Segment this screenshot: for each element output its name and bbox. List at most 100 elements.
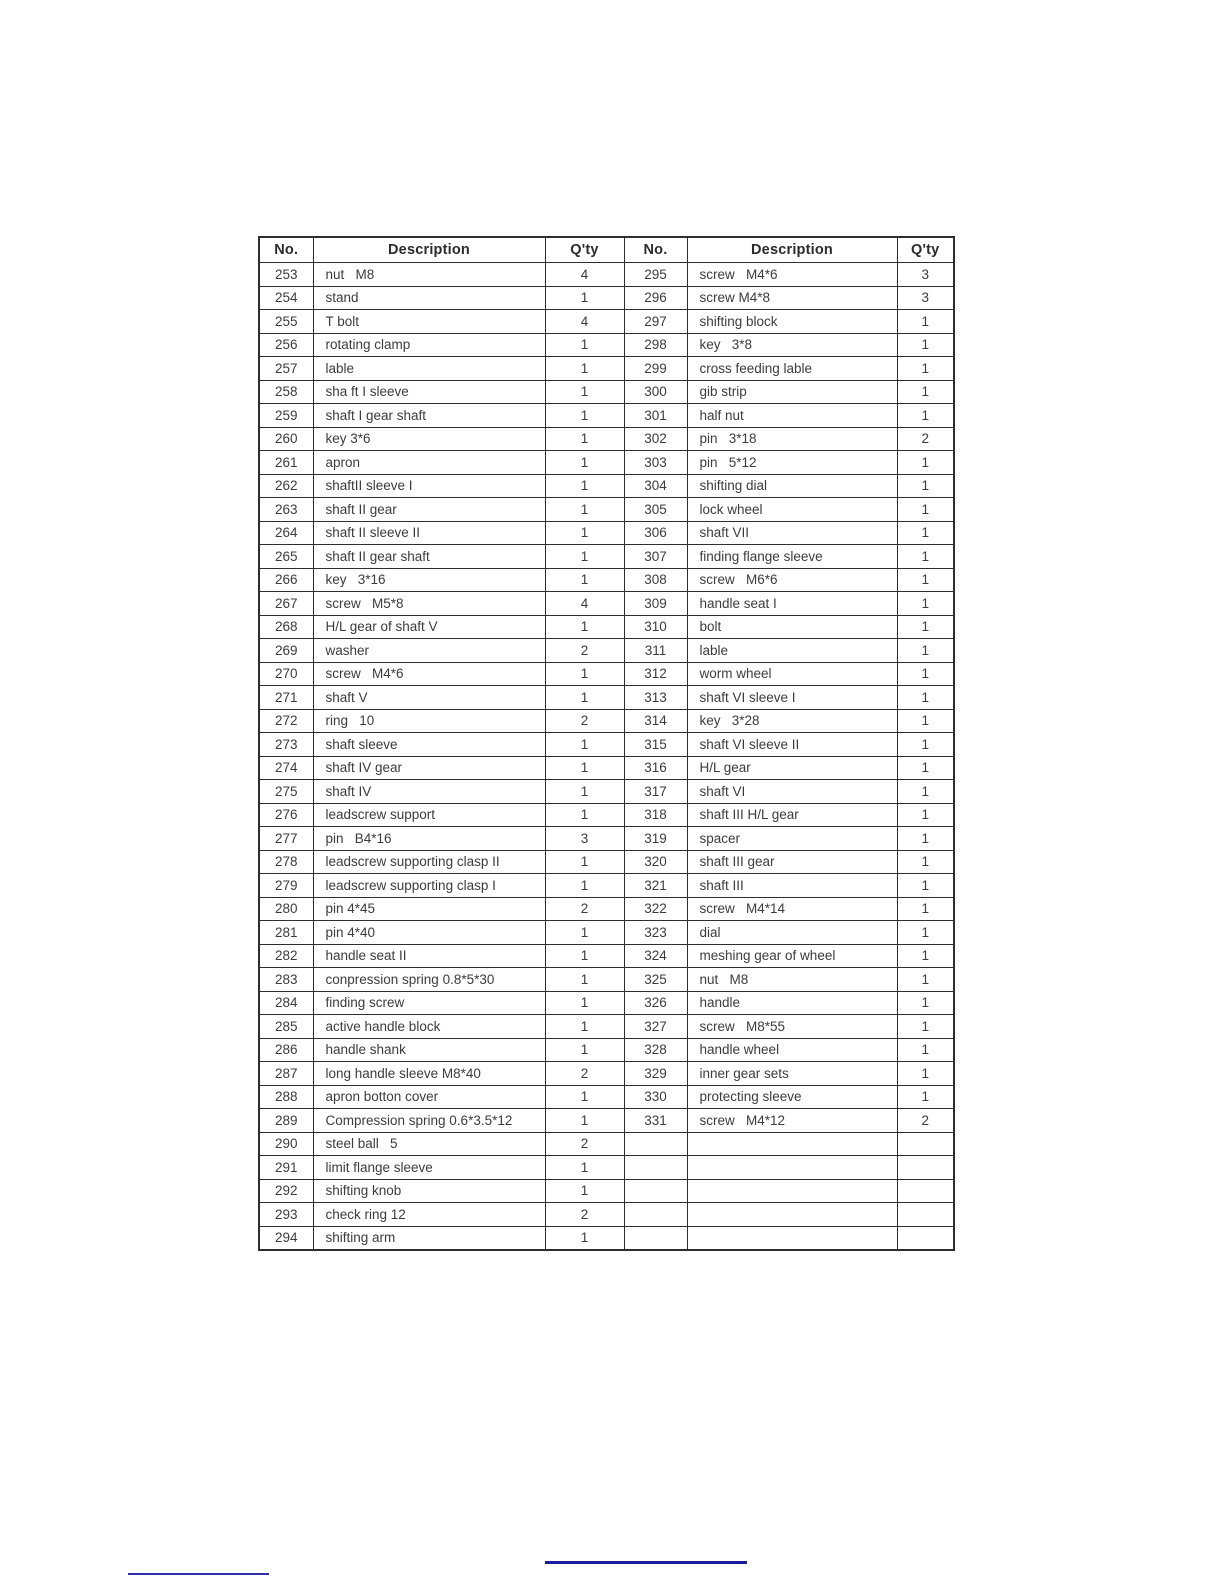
description-cell: screw M4*6 <box>312 661 546 686</box>
quantity-cell: 4 <box>544 309 625 334</box>
quantity-cell: 1 <box>544 1084 625 1109</box>
part-number-cell: 254 <box>258 285 314 310</box>
quantity-cell: 1 <box>896 1061 955 1086</box>
part-number-cell: 317 <box>623 779 688 804</box>
quantity-cell: 1 <box>896 896 955 921</box>
quantity-cell: 4 <box>544 591 625 616</box>
description-cell <box>686 1178 898 1203</box>
part-number-cell: 316 <box>623 755 688 780</box>
table-row: 268 H/L gear of shaft V 1 310 bolt 1 <box>258 614 955 639</box>
table-row: 254 stand 1 296 screw M4*8 3 <box>258 285 955 310</box>
quantity-cell: 2 <box>544 708 625 733</box>
part-number-cell: 308 <box>623 567 688 592</box>
description-cell: shaft VII <box>686 520 898 545</box>
part-number-cell: 286 <box>258 1037 314 1062</box>
part-number-cell: 283 <box>258 967 314 992</box>
quantity-cell: 1 <box>896 309 955 334</box>
quantity-cell: 1 <box>896 638 955 663</box>
description-cell: key 3*8 <box>686 332 898 357</box>
part-number-cell: 295 <box>623 262 688 287</box>
table-row: 265 shaft II gear shaft 1 307 finding flange… <box>258 544 955 569</box>
quantity-cell: 1 <box>544 379 625 404</box>
table-row: 291 limit flange sleeve 1 <box>258 1155 955 1180</box>
part-number-cell: 271 <box>258 685 314 710</box>
table-row: 294 shifting arm 1 <box>258 1225 955 1251</box>
part-number-cell: 258 <box>258 379 314 404</box>
part-number-cell: 262 <box>258 473 314 498</box>
table-row: 256 rotating clamp 1 298 key 3*8 1 <box>258 332 955 357</box>
description-cell: handle seat II <box>312 943 546 968</box>
description-cell: nut M8 <box>686 967 898 992</box>
quantity-cell: 1 <box>896 497 955 522</box>
column-header-desc-left: Description <box>312 236 546 263</box>
table-row: 276 leadscrew support 1 318 shaft III H/L ge… <box>258 802 955 827</box>
table-row: 280 pin 4*45 2 322 screw M4*14 1 <box>258 896 955 921</box>
quantity-cell: 1 <box>544 661 625 686</box>
part-number-cell: 260 <box>258 426 314 451</box>
quantity-cell: 1 <box>544 520 625 545</box>
footer-link-underline-left[interactable] <box>128 1573 269 1575</box>
description-cell <box>686 1155 898 1180</box>
quantity-cell: 1 <box>544 403 625 428</box>
description-cell: shifting arm <box>312 1225 546 1251</box>
description-cell: lable <box>686 638 898 663</box>
description-cell: screw M6*6 <box>686 567 898 592</box>
part-number-cell: 274 <box>258 755 314 780</box>
quantity-cell: 1 <box>544 802 625 827</box>
description-cell: limit flange sleeve <box>312 1155 546 1180</box>
column-header-desc-right: Description <box>686 236 898 263</box>
quantity-cell: 1 <box>896 614 955 639</box>
table-row: 279 leadscrew supporting clasp I 1 321 shaft… <box>258 873 955 898</box>
description-cell: shaft III H/L gear <box>686 802 898 827</box>
part-number-cell <box>623 1131 688 1156</box>
description-cell: shaft I gear shaft <box>312 403 546 428</box>
description-cell: finding screw <box>312 990 546 1015</box>
column-header-qty-right: Q'ty <box>896 236 955 263</box>
table-row: 286 handle shank 1 328 handle wheel 1 <box>258 1037 955 1062</box>
table-row: 260 key 3*6 1 302 pin 3*18 2 <box>258 426 955 451</box>
description-cell: stand <box>312 285 546 310</box>
part-number-cell: 278 <box>258 849 314 874</box>
quantity-cell: 1 <box>544 1225 625 1251</box>
description-cell: leadscrew supporting clasp I <box>312 873 546 898</box>
quantity-cell: 2 <box>896 426 955 451</box>
table-row: 288 apron botton cover 1 330 protecting slee… <box>258 1084 955 1109</box>
description-cell: H/L gear of shaft V <box>312 614 546 639</box>
part-number-cell: 272 <box>258 708 314 733</box>
part-number-cell: 311 <box>623 638 688 663</box>
footer-link-underline-center[interactable] <box>545 1561 747 1564</box>
description-cell: pin 4*45 <box>312 896 546 921</box>
table-header-row: No. Description Q'ty No. Description Q't… <box>258 236 955 263</box>
part-number-cell: 292 <box>258 1178 314 1203</box>
description-cell: T bolt <box>312 309 546 334</box>
description-cell: leadscrew supporting clasp II <box>312 849 546 874</box>
table-row: 274 shaft IV gear 1 316 H/L gear 1 <box>258 755 955 780</box>
quantity-cell: 4 <box>544 262 625 287</box>
part-number-cell: 257 <box>258 356 314 381</box>
quantity-cell: 2 <box>544 638 625 663</box>
description-cell: leadscrew support <box>312 802 546 827</box>
table-row: 266 key 3*16 1 308 screw M6*6 1 <box>258 567 955 592</box>
part-number-cell: 304 <box>623 473 688 498</box>
part-number-cell: 279 <box>258 873 314 898</box>
part-number-cell: 261 <box>258 450 314 475</box>
quantity-cell: 1 <box>544 497 625 522</box>
description-cell: shaft II sleeve II <box>312 520 546 545</box>
quantity-cell: 1 <box>896 473 955 498</box>
table-row: 289 Compression spring 0.6*3.5*12 1 331 scre… <box>258 1108 955 1133</box>
part-number-cell: 256 <box>258 332 314 357</box>
table-row: 259 shaft I gear shaft 1 301 half nut 1 <box>258 403 955 428</box>
column-header-qty-left: Q'ty <box>544 236 625 263</box>
part-number-cell: 285 <box>258 1014 314 1039</box>
part-number-cell: 264 <box>258 520 314 545</box>
table-row: 278 leadscrew supporting clasp II 1 320 shaf… <box>258 849 955 874</box>
quantity-cell <box>896 1131 955 1156</box>
description-cell: shifting block <box>686 309 898 334</box>
description-cell: inner gear sets <box>686 1061 898 1086</box>
quantity-cell: 1 <box>896 403 955 428</box>
table-row: 264 shaft II sleeve II 1 306 shaft VII 1 <box>258 520 955 545</box>
quantity-cell: 1 <box>544 426 625 451</box>
part-number-cell: 328 <box>623 1037 688 1062</box>
part-number-cell: 259 <box>258 403 314 428</box>
